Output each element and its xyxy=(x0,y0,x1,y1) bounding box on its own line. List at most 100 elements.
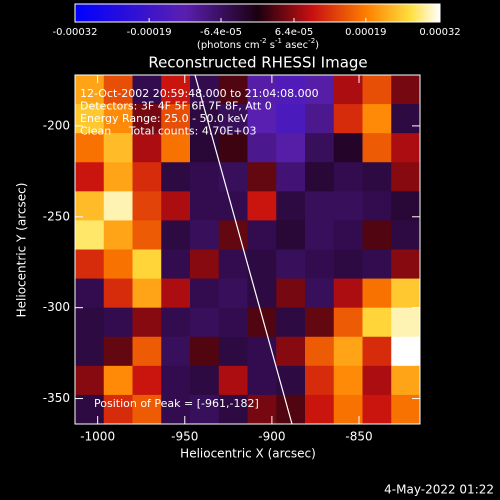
heatmap-cell xyxy=(276,249,306,280)
heatmap-cell xyxy=(276,365,306,396)
heatmap-cell xyxy=(391,220,421,250)
heatmap-cell xyxy=(103,307,133,338)
colorbar-tick-label: -0.00032 xyxy=(53,27,98,38)
heatmap-cell xyxy=(190,220,220,250)
heatmap-cell xyxy=(161,162,191,192)
heatmap-cell xyxy=(161,365,191,396)
colorbar-tick-label: 0.00032 xyxy=(419,27,460,38)
heatmap-cell xyxy=(305,249,335,280)
heatmap-cell xyxy=(391,162,421,192)
plot-frame xyxy=(74,74,421,425)
heatmap-cell xyxy=(132,104,162,134)
heatmap-cell xyxy=(103,162,133,192)
heatmap-cell xyxy=(305,336,335,367)
heatmap-cell xyxy=(247,104,277,134)
heatmap-cell xyxy=(276,162,306,192)
unit-part: asec xyxy=(282,40,308,51)
heatmap-cell xyxy=(276,191,306,221)
heatmap-cell xyxy=(190,133,220,163)
heatmap-cell xyxy=(75,220,105,250)
unit-part: -2 xyxy=(308,37,315,45)
heatmap-cell xyxy=(305,365,335,396)
heatmap-cell xyxy=(305,394,335,425)
heatmap-cell xyxy=(132,336,162,367)
heatmap-cell xyxy=(391,365,421,396)
heatmap-cell xyxy=(103,191,133,221)
colorbar-tick-label: 6.4e-05 xyxy=(275,27,313,38)
heatmap-cell xyxy=(391,307,421,338)
heatmap-cell xyxy=(333,336,363,367)
heatmap-cell xyxy=(103,133,133,163)
heatmap-cell xyxy=(305,220,335,250)
heatmap-cell xyxy=(362,220,392,250)
heatmap-cell xyxy=(247,220,277,250)
heatmap-cell xyxy=(75,365,105,396)
heatmap-cell xyxy=(305,191,335,221)
heatmap-cell xyxy=(103,104,133,134)
annotation: Energy Range: 25.0 - 50.0 keV xyxy=(80,112,248,125)
unit-part: -2 xyxy=(260,37,267,45)
heatmap-cell xyxy=(132,162,162,192)
heatmap-cell xyxy=(391,75,421,105)
y-tick-label: -200 xyxy=(43,118,70,132)
heatmap-cell xyxy=(190,191,220,221)
heatmap-cell xyxy=(305,133,335,163)
heatmap-cell xyxy=(75,191,105,221)
heatmap-cell xyxy=(218,104,248,134)
x-axis-label: Heliocentric X (arcsec) xyxy=(180,447,316,461)
heatmap-cell xyxy=(333,104,363,134)
heatmap-cell xyxy=(161,75,191,105)
annotation: Detectors: 3F 4F 5F 6F 7F 8F, Att 0 xyxy=(80,100,272,113)
heatmap-cell xyxy=(75,75,105,105)
heatmap-cell xyxy=(247,162,277,192)
heatmap-cell xyxy=(218,394,248,425)
heatmap-cell xyxy=(132,191,162,221)
x-tick-label: -1000 xyxy=(80,430,115,444)
annotation: 12-Oct-2002 20:59:48.000 to 21:04:08.000 xyxy=(80,87,319,100)
heatmap-cell xyxy=(103,336,133,367)
heatmap-cell xyxy=(247,249,277,280)
heatmap-cell xyxy=(276,133,306,163)
heatmap-cell xyxy=(247,278,277,309)
heatmap-cell xyxy=(362,133,392,163)
heatmap-cell xyxy=(190,75,220,105)
heatmap-cell xyxy=(333,220,363,250)
annotation: Clean Total counts: 4.70E+03 xyxy=(80,125,257,138)
heatmap-cell xyxy=(362,278,392,309)
unit-part: (photons cm xyxy=(197,40,260,51)
heatmap-cell xyxy=(161,394,191,425)
heatmap-cell xyxy=(132,394,162,425)
unit-part: -1 xyxy=(275,37,282,45)
unit-part: s xyxy=(267,40,275,51)
heatmap-cell xyxy=(132,133,162,163)
heatmap-cell xyxy=(218,133,248,163)
heatmap-cell xyxy=(75,104,105,134)
heatmap-cell xyxy=(218,191,248,221)
heatmap-cell xyxy=(190,307,220,338)
heatmap-cell xyxy=(305,278,335,309)
y-axis-label: Heliocentric Y (arcsec) xyxy=(15,183,29,318)
heatmap-cell xyxy=(218,249,248,280)
heatmap-cell xyxy=(218,220,248,250)
heatmap-cell xyxy=(276,220,306,250)
heatmap-cell xyxy=(305,75,335,105)
colorbar-tick-label: -0.00019 xyxy=(127,27,172,38)
heatmap-cell xyxy=(391,104,421,134)
y-tick-label: -300 xyxy=(43,300,70,314)
heatmap-cell xyxy=(247,191,277,221)
heatmap-cell xyxy=(75,336,105,367)
heatmap-cell xyxy=(75,278,105,309)
heatmap-cell xyxy=(103,365,133,396)
heatmap-cell xyxy=(103,220,133,250)
heatmap-cell xyxy=(247,365,277,396)
heatmap-cell xyxy=(161,220,191,250)
heatmap-cell xyxy=(103,394,133,425)
heatmap-cell xyxy=(362,307,392,338)
heatmap-cell xyxy=(362,104,392,134)
heatmap-cell xyxy=(75,249,105,280)
heatmap-cell xyxy=(391,133,421,163)
peak-label: Position of Peak = [-961,-182] xyxy=(94,397,259,410)
y-tick-label: -350 xyxy=(43,391,70,405)
colorbar-unit: (photons cm-2 s-1 asec-2) xyxy=(197,37,319,51)
